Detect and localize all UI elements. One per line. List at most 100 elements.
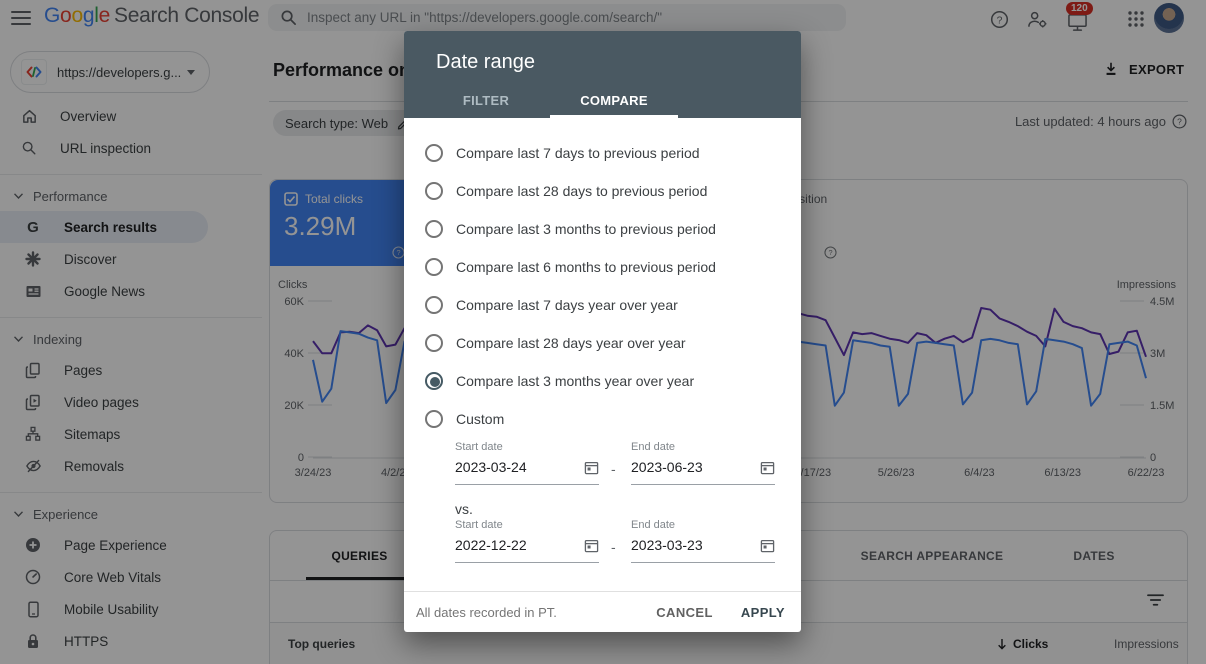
property-icon [21,59,47,85]
chevron-down-icon [14,511,23,517]
sidebar-item-video-pages[interactable]: Video pages [0,386,262,418]
field-label: End date [631,441,676,453]
pages-icon [24,361,42,379]
svg-text:6/13/23: 6/13/23 [1044,467,1081,479]
timezone-note: All dates recorded in PT. [416,604,557,620]
sidebar-item-search-results[interactable]: G Search results [0,211,208,243]
range1-end-date-field[interactable]: End date 2023-06-23 [631,441,775,485]
tab-compare[interactable]: COMPARE [550,82,678,118]
news-icon [24,282,42,300]
sidebar-item-removals[interactable]: Removals [0,450,262,482]
sidebar-item-url-inspection[interactable]: URL inspection [0,132,262,164]
option-custom[interactable]: Custom [404,400,801,438]
radio-icon[interactable] [425,334,443,352]
option-label: Compare last 7 days to previous period [456,145,700,161]
calendar-icon[interactable] [584,538,599,553]
sidebar-item-label: Google News [64,283,146,299]
apps-grid-icon[interactable] [1124,7,1148,31]
option-compare-3-months[interactable]: Compare last 3 months to previous period [404,210,801,248]
sidebar-item-page-experience[interactable]: Page Experience [0,529,262,561]
tab-filter[interactable]: FILTER [422,82,550,118]
url-inspect-search-input[interactable]: Inspect any URL in "https://developers.g… [268,4,846,31]
apply-button[interactable]: APPLY [740,604,785,620]
range2-end-date-field[interactable]: End date 2023-03-23 [631,519,775,563]
date-separator: - [611,539,616,555]
svg-text:4/2/23: 4/2/23 [381,467,412,479]
sidebar-section-indexing[interactable]: Indexing [0,324,262,354]
menu-icon[interactable] [11,9,31,27]
card-label: Total clicks [305,192,364,206]
radio-icon[interactable] [425,182,443,200]
dialog-title: Date range [436,51,535,73]
sidebar-item-google-news[interactable]: Google News [0,275,262,307]
property-selector[interactable]: https://developers.g... [10,51,210,93]
range2-start-date-field[interactable]: Start date 2022-12-22 [455,519,599,563]
tab-label: COMPARE [580,92,648,108]
total-clicks-card[interactable]: Total clicks 3.29M ? [270,180,414,266]
sidebar-section-experience[interactable]: Experience [0,499,262,529]
account-avatar[interactable] [1154,3,1184,33]
option-compare-6-months[interactable]: Compare last 6 months to previous period [404,248,801,286]
option-label: Compare last 7 days year over year [456,297,678,313]
sidebar-item-sitemaps[interactable]: Sitemaps [0,418,262,450]
tab-dates[interactable]: DATES [1030,531,1158,580]
sidebar-item-core-web-vitals[interactable]: Core Web Vitals [0,561,262,593]
option-compare-7-days-yoy[interactable]: Compare last 7 days year over year [404,286,801,324]
user-settings-icon[interactable] [1025,7,1049,31]
option-compare-28-days[interactable]: Compare last 28 days to previous period [404,172,801,210]
calendar-icon[interactable] [584,460,599,475]
option-label: Compare last 3 months to previous period [456,221,716,237]
column-header-top-queries[interactable]: Top queries [288,637,356,651]
logo-product-name: Search Console [113,4,260,27]
radio-icon[interactable] [425,296,443,314]
sidebar-item-mobile-usability[interactable]: Mobile Usability [0,593,262,625]
tab-search-appearance[interactable]: SEARCH APPEARANCE [834,531,1030,580]
sidebar-item-label: Overview [60,108,117,124]
search-type-chip[interactable]: Search type: Web [273,110,423,136]
option-compare-7-days[interactable]: Compare last 7 days to previous period [404,134,801,172]
sidebar-section-label: Performance [33,188,108,204]
vs-label: vs. [455,501,473,517]
phone-icon [24,600,42,618]
radio-icon[interactable] [425,220,443,238]
help-circle-icon[interactable]: ? [824,246,837,259]
radio-icon[interactable] [425,410,443,428]
svg-text:6/4/23: 6/4/23 [964,467,995,479]
filter-icon[interactable] [1147,593,1164,607]
option-label: Compare last 3 months year over year [456,373,695,389]
cancel-button[interactable]: CANCEL [656,604,713,620]
option-compare-28-days-yoy[interactable]: Compare last 28 days year over year [404,324,801,362]
radio-icon[interactable] [425,372,443,390]
svg-text:3M: 3M [1150,348,1165,360]
sidebar-item-overview[interactable]: Overview [0,100,262,132]
tab-queries[interactable]: QUERIES [306,531,413,580]
help-circle-icon[interactable]: ? [1172,114,1187,129]
export-button[interactable]: EXPORT [1103,61,1184,77]
sidebar-section-performance[interactable]: Performance [0,181,262,211]
help-icon[interactable]: ? [987,7,1011,31]
column-header-impressions[interactable]: Impressions [1114,637,1179,651]
sidebar-section-label: Indexing [33,331,83,347]
sitemaps-icon [24,425,42,443]
sidebar-item-pages[interactable]: Pages [0,354,262,386]
card-value: 3.29M [284,211,357,241]
calendar-icon[interactable] [760,460,775,475]
logo-letter: g [82,4,95,27]
field-label: Start date [455,441,503,453]
range1-start-date-field[interactable]: Start date 2023-03-24 [455,441,599,485]
sidebar-item-https[interactable]: HTTPS [0,625,262,657]
calendar-icon[interactable] [760,538,775,553]
svg-text:?: ? [396,248,400,257]
radio-icon[interactable] [425,258,443,276]
home-icon [20,107,38,125]
logo-letter: G [44,4,61,27]
column-header-clicks[interactable]: Clicks [997,637,1048,651]
compare-options-list: Compare last 7 days to previous period C… [404,118,801,438]
logo-letter: e [98,4,111,27]
chevron-down-icon [14,336,23,342]
sidebar-item-discover[interactable]: Discover [0,243,262,275]
option-compare-3-months-yoy[interactable]: Compare last 3 months year over year [404,362,801,400]
checkbox-checked-icon[interactable] [284,192,298,206]
app-logo[interactable]: Google Search Console [44,4,260,28]
radio-icon[interactable] [425,144,443,162]
